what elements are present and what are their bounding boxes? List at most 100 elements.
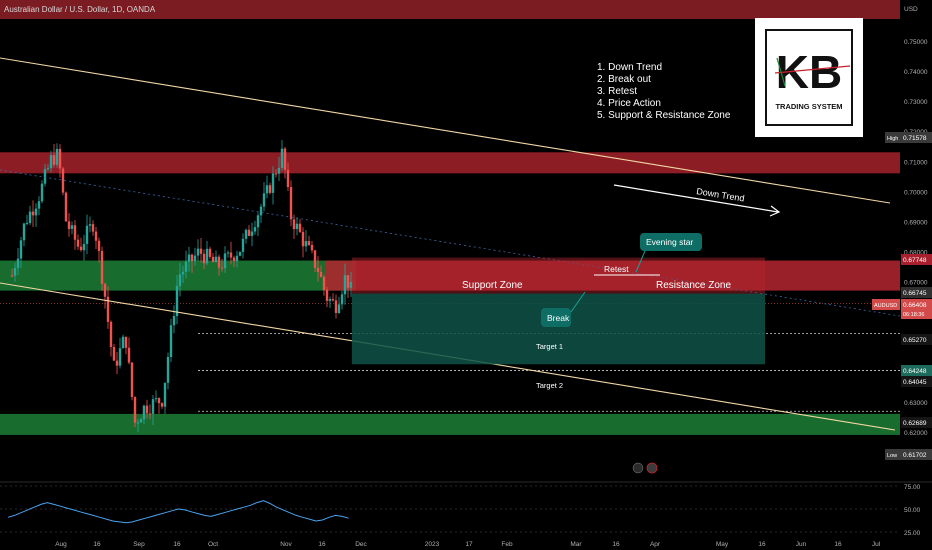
y-tick-label: 0.63000 — [904, 400, 928, 407]
candle-body — [229, 252, 233, 258]
candle-body — [325, 289, 329, 301]
candle-body — [37, 201, 41, 209]
price-badge-value: 0.66408 — [903, 302, 927, 309]
x-tick-label: Jun — [796, 541, 807, 548]
candle-body — [241, 238, 245, 252]
candle-body — [271, 173, 275, 193]
candle-body — [331, 299, 335, 301]
price-badge-value: 0.71578 — [903, 135, 927, 142]
target-box — [351, 293, 765, 365]
price-badge — [901, 449, 932, 460]
zone-band — [0, 413, 900, 435]
price-badge — [901, 376, 932, 387]
candle-body — [349, 281, 353, 288]
candle-body — [118, 348, 122, 366]
candle-body — [70, 225, 74, 229]
down-trend-arrow — [613, 184, 779, 213]
candle-body — [262, 193, 266, 207]
candle-body — [136, 422, 140, 424]
candle-body — [313, 250, 317, 268]
candle-body — [157, 398, 161, 404]
candle-body — [121, 336, 125, 349]
rsi-line — [7, 500, 349, 524]
midline — [0, 169, 901, 317]
y-tick-label: 0.74000 — [904, 69, 928, 76]
event-bolt-icon[interactable] — [632, 462, 644, 474]
candle-body — [109, 321, 113, 348]
candle-body — [127, 347, 131, 363]
candle-body — [88, 224, 92, 226]
candle-body — [160, 403, 164, 407]
price-badge-value: 0.64045 — [903, 379, 927, 386]
candle-body — [280, 148, 284, 168]
candle-body — [334, 300, 338, 313]
candle-body — [316, 267, 320, 272]
x-tick-label: Nov — [280, 541, 292, 548]
candle-body — [13, 267, 17, 276]
price-badge-value: 0.62689 — [903, 420, 927, 427]
candle-body — [55, 148, 59, 165]
candle-body — [28, 211, 32, 223]
candle-body — [301, 231, 305, 247]
price-badge-value: 0.64248 — [903, 368, 927, 375]
price-badge-value: 0.61702 — [903, 452, 927, 459]
candle-body — [142, 405, 146, 420]
candle-body — [247, 229, 251, 236]
candle-body — [22, 223, 26, 241]
candle-body — [292, 219, 296, 230]
candle-body — [238, 251, 242, 256]
candle-body — [19, 240, 23, 259]
candle-body — [226, 252, 230, 254]
price-badge-tag — [885, 132, 901, 143]
candle-body — [25, 222, 29, 224]
retest-label: Retest — [604, 264, 629, 274]
candle-body — [133, 396, 137, 423]
candle-body — [307, 241, 311, 245]
candle-body — [340, 294, 344, 305]
candle-body — [85, 225, 89, 244]
y-tick-label: 0.70000 — [904, 189, 928, 196]
x-tick-label: Sep — [133, 541, 145, 548]
event-flag-icon[interactable] — [646, 462, 658, 474]
candle-body — [328, 299, 332, 301]
chart-title: Australian Dollar / U.S. Dollar, 1D, OAN… — [4, 5, 156, 14]
price-badge-value: 0.67748 — [903, 257, 927, 264]
candle-body — [274, 173, 278, 175]
candle-body — [16, 258, 20, 268]
candle-body — [154, 398, 158, 400]
candle-body — [253, 227, 257, 232]
y-tick-label: 0.73000 — [904, 99, 928, 106]
candle-body — [46, 168, 50, 170]
step-item: 5. Support & Resistance Zone — [597, 110, 731, 121]
candle-body — [100, 250, 104, 284]
down-trend-label: Down Trend — [696, 186, 745, 203]
candle-body — [166, 356, 170, 383]
evening-star-label: Evening star — [646, 237, 693, 247]
price-badge-tag — [872, 299, 900, 310]
zone-band — [0, 260, 356, 291]
candle-body — [295, 223, 299, 230]
price-badge-sub: 06:18:36 — [903, 312, 924, 318]
price-badge — [901, 132, 932, 143]
candle-body — [163, 382, 167, 407]
break-pointer — [570, 291, 586, 313]
x-tick-label: 2023 — [425, 541, 440, 548]
kb-logo-icon: KB TRADING SYSTEM — [765, 29, 853, 126]
candle-body — [343, 275, 347, 295]
candle-body — [223, 253, 227, 269]
x-tick-label: 16 — [93, 541, 101, 548]
y-tick-label: 0.75000 — [904, 39, 928, 46]
candle-body — [103, 283, 107, 297]
target-2-label: Target 2 — [536, 381, 563, 390]
x-tick-label: Oct — [208, 541, 218, 548]
price-badge-value: 0.65270 — [903, 337, 927, 344]
price-badge-value: 0.66745 — [903, 290, 927, 297]
candle-body — [34, 208, 38, 216]
candle-body — [337, 304, 341, 313]
logo-caption: TRADING SYSTEM — [775, 102, 842, 111]
candle-body — [52, 155, 56, 165]
candle-body — [124, 336, 128, 348]
price-badge — [901, 417, 932, 428]
